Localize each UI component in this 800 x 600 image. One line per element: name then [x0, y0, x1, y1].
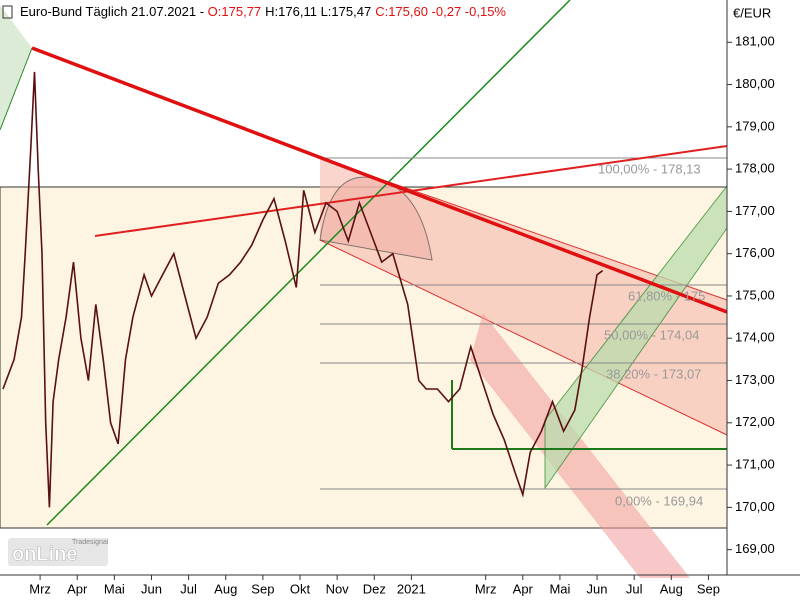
x-tick-label: Sep — [697, 581, 720, 596]
fib-label: 0,00% - 169,94 — [615, 493, 703, 508]
y-tick-label: 177,00 — [735, 203, 775, 218]
fib-label: 50,00% - 174,04 — [604, 327, 699, 342]
icon — [2, 5, 13, 19]
y-tick-label: 170,00 — [735, 499, 775, 514]
x-tick-label: Apr — [67, 581, 88, 596]
x-tick-label: Mrz — [475, 581, 497, 596]
logo-brand: Tradesignal — [72, 539, 109, 546]
x-tick-label: Aug — [660, 581, 683, 596]
channel-line — [319, 239, 728, 436]
green-zone — [0, 5, 32, 130]
x-tick-label: Apr — [513, 581, 534, 596]
fib-label: 100,00% - 178,13 — [598, 161, 701, 176]
header-open: O:175,77 — [208, 4, 262, 19]
down-channel — [470, 313, 690, 578]
y-tick-label: 169,00 — [735, 541, 775, 556]
x-tick-label: Sep — [251, 581, 274, 596]
header-hl: H:176,11 L:175,47 — [265, 4, 371, 19]
x-tick-label: Nov — [326, 581, 350, 596]
x-tick-label: Dez — [363, 581, 386, 596]
y-tick-label: 179,00 — [735, 118, 775, 133]
y-tick-label: 176,00 — [735, 245, 775, 260]
logo-text: onLine — [12, 543, 78, 565]
trend-line — [31, 46, 728, 314]
header: Euro-Bund Täglich 21.07.2021 - O:175,77 H… — [20, 4, 506, 19]
logo — [8, 538, 108, 566]
fib-label: 38,20% - 173,07 — [606, 366, 701, 381]
header-name: Euro-Bund Täglich 21.07.2021 - — [20, 4, 208, 19]
x-tick-label: Jun — [587, 581, 608, 596]
x-tick-label: 2021 — [397, 581, 426, 596]
y-tick-label: 174,00 — [735, 330, 775, 345]
x-tick-label: Jul — [626, 581, 643, 596]
price-line — [2, 71, 604, 508]
y-tick-label: 173,00 — [735, 372, 775, 387]
y-tick-label: 175,00 — [735, 287, 775, 302]
x-tick-label: Mai — [104, 581, 125, 596]
header-close: C:175,60 -0,27 -0,15% — [375, 4, 506, 19]
support-line — [46, 0, 571, 526]
fib-label: 61,80% - 175 — [628, 288, 705, 303]
x-tick-label: Okt — [290, 581, 311, 596]
y-tick-label: 178,00 — [735, 161, 775, 176]
y-tick-label: 180,00 — [735, 76, 775, 91]
y-tick-label: 181,00 — [735, 34, 775, 49]
y-tick-label: 171,00 — [735, 457, 775, 472]
unit-label: €/EUR — [733, 5, 771, 20]
y-tick-label: 172,00 — [735, 414, 775, 429]
x-tick-label: Mrz — [29, 581, 51, 596]
x-tick-label: Jun — [141, 581, 162, 596]
green-line — [0, 47, 33, 131]
x-tick-label: Jul — [180, 581, 197, 596]
x-tick-label: Mai — [549, 581, 570, 596]
x-tick-label: Aug — [214, 581, 237, 596]
